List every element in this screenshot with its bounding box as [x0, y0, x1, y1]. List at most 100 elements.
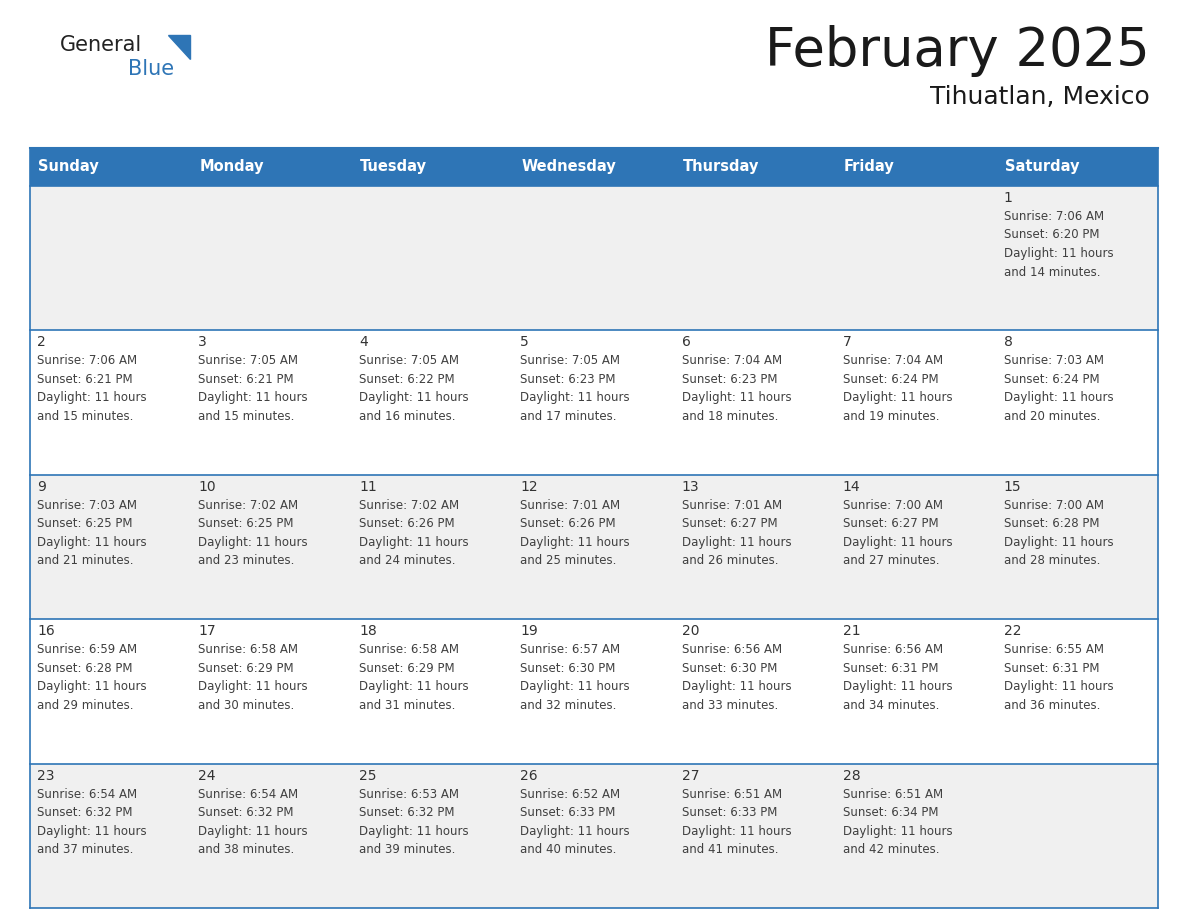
Text: and 16 minutes.: and 16 minutes.	[359, 410, 456, 423]
Text: Sunset: 6:32 PM: Sunset: 6:32 PM	[37, 806, 133, 819]
Text: 24: 24	[198, 768, 216, 783]
Text: and 27 minutes.: and 27 minutes.	[842, 554, 940, 567]
Bar	[191, 148, 353, 186]
Text: 7: 7	[842, 335, 852, 350]
Text: Sunset: 6:20 PM: Sunset: 6:20 PM	[1004, 229, 1099, 241]
Text: Sunrise: 7:01 AM: Sunrise: 7:01 AM	[682, 498, 782, 512]
Text: 2: 2	[37, 335, 46, 350]
Text: Sunset: 6:21 PM: Sunset: 6:21 PM	[198, 373, 293, 386]
Text: Sunrise: 6:54 AM: Sunrise: 6:54 AM	[37, 788, 137, 800]
Text: Sunrise: 6:57 AM: Sunrise: 6:57 AM	[520, 644, 620, 656]
Text: 15: 15	[1004, 480, 1022, 494]
Text: Daylight: 11 hours: Daylight: 11 hours	[682, 824, 791, 837]
Text: Daylight: 11 hours: Daylight: 11 hours	[359, 824, 469, 837]
Text: and 15 minutes.: and 15 minutes.	[37, 410, 133, 423]
Text: Daylight: 11 hours: Daylight: 11 hours	[842, 391, 953, 405]
Text: 23: 23	[37, 768, 55, 783]
Text: and 15 minutes.: and 15 minutes.	[198, 410, 295, 423]
Text: Daylight: 11 hours: Daylight: 11 hours	[1004, 391, 1113, 405]
Text: Sunset: 6:24 PM: Sunset: 6:24 PM	[842, 373, 939, 386]
Text: 11: 11	[359, 480, 377, 494]
Text: and 34 minutes.: and 34 minutes.	[842, 699, 939, 711]
Bar	[675, 148, 835, 186]
Text: Sunset: 6:25 PM: Sunset: 6:25 PM	[37, 518, 133, 531]
Text: Monday: Monday	[200, 160, 264, 174]
Text: Daylight: 11 hours: Daylight: 11 hours	[520, 680, 630, 693]
Text: Friday: Friday	[843, 160, 895, 174]
Text: Saturday: Saturday	[1005, 160, 1080, 174]
Text: Sunset: 6:25 PM: Sunset: 6:25 PM	[198, 518, 293, 531]
Text: Sunset: 6:30 PM: Sunset: 6:30 PM	[682, 662, 777, 675]
Text: 22: 22	[1004, 624, 1022, 638]
Text: Sunset: 6:29 PM: Sunset: 6:29 PM	[198, 662, 293, 675]
Text: Sunrise: 7:06 AM: Sunrise: 7:06 AM	[1004, 210, 1104, 223]
Text: Sunrise: 7:04 AM: Sunrise: 7:04 AM	[682, 354, 782, 367]
Text: Sunset: 6:27 PM: Sunset: 6:27 PM	[842, 518, 939, 531]
Bar	[30, 148, 191, 186]
Text: Daylight: 11 hours: Daylight: 11 hours	[682, 536, 791, 549]
Text: 26: 26	[520, 768, 538, 783]
Text: Daylight: 11 hours: Daylight: 11 hours	[682, 391, 791, 405]
Text: 14: 14	[842, 480, 860, 494]
Text: 6: 6	[682, 335, 690, 350]
Text: and 19 minutes.: and 19 minutes.	[842, 410, 940, 423]
Text: 4: 4	[359, 335, 368, 350]
Text: Daylight: 11 hours: Daylight: 11 hours	[198, 536, 308, 549]
Text: Sunset: 6:24 PM: Sunset: 6:24 PM	[1004, 373, 1099, 386]
Text: 12: 12	[520, 480, 538, 494]
Text: 13: 13	[682, 480, 700, 494]
Text: Thursday: Thursday	[683, 160, 759, 174]
Text: Sunrise: 6:51 AM: Sunrise: 6:51 AM	[682, 788, 782, 800]
Text: and 32 minutes.: and 32 minutes.	[520, 699, 617, 711]
Text: and 20 minutes.: and 20 minutes.	[1004, 410, 1100, 423]
Text: Sunset: 6:30 PM: Sunset: 6:30 PM	[520, 662, 615, 675]
Text: Sunrise: 7:04 AM: Sunrise: 7:04 AM	[842, 354, 943, 367]
Text: Daylight: 11 hours: Daylight: 11 hours	[842, 536, 953, 549]
Bar	[30, 764, 1158, 908]
Text: Sunrise: 7:02 AM: Sunrise: 7:02 AM	[198, 498, 298, 512]
Text: Sunrise: 6:52 AM: Sunrise: 6:52 AM	[520, 788, 620, 800]
Text: Sunset: 6:26 PM: Sunset: 6:26 PM	[520, 518, 617, 531]
Text: Sunset: 6:22 PM: Sunset: 6:22 PM	[359, 373, 455, 386]
Text: and 42 minutes.: and 42 minutes.	[842, 843, 940, 856]
Text: and 37 minutes.: and 37 minutes.	[37, 843, 133, 856]
Text: Sunset: 6:21 PM: Sunset: 6:21 PM	[37, 373, 133, 386]
Bar	[513, 148, 675, 186]
Text: Sunrise: 7:03 AM: Sunrise: 7:03 AM	[37, 498, 137, 512]
Text: Tuesday: Tuesday	[360, 160, 428, 174]
Text: 10: 10	[198, 480, 216, 494]
Text: and 40 minutes.: and 40 minutes.	[520, 843, 617, 856]
Text: and 31 minutes.: and 31 minutes.	[359, 699, 456, 711]
Text: 19: 19	[520, 624, 538, 638]
Text: Daylight: 11 hours: Daylight: 11 hours	[359, 536, 469, 549]
Text: Sunrise: 7:00 AM: Sunrise: 7:00 AM	[842, 498, 943, 512]
Text: Daylight: 11 hours: Daylight: 11 hours	[359, 680, 469, 693]
Text: Tihuatlan, Mexico: Tihuatlan, Mexico	[930, 85, 1150, 109]
Text: 9: 9	[37, 480, 46, 494]
Text: Sunrise: 6:58 AM: Sunrise: 6:58 AM	[359, 644, 460, 656]
Text: Daylight: 11 hours: Daylight: 11 hours	[842, 824, 953, 837]
Bar	[30, 475, 1158, 620]
Text: Sunset: 6:34 PM: Sunset: 6:34 PM	[842, 806, 939, 819]
Text: 1: 1	[1004, 191, 1012, 205]
Text: 27: 27	[682, 768, 699, 783]
Bar	[997, 148, 1158, 186]
Text: 5: 5	[520, 335, 529, 350]
Text: Daylight: 11 hours: Daylight: 11 hours	[682, 680, 791, 693]
Text: Daylight: 11 hours: Daylight: 11 hours	[37, 391, 146, 405]
Text: Daylight: 11 hours: Daylight: 11 hours	[198, 824, 308, 837]
Text: Sunset: 6:23 PM: Sunset: 6:23 PM	[520, 373, 615, 386]
Text: Daylight: 11 hours: Daylight: 11 hours	[37, 824, 146, 837]
Text: and 17 minutes.: and 17 minutes.	[520, 410, 617, 423]
Text: Sunrise: 6:55 AM: Sunrise: 6:55 AM	[1004, 644, 1104, 656]
Text: Sunset: 6:23 PM: Sunset: 6:23 PM	[682, 373, 777, 386]
Text: 18: 18	[359, 624, 377, 638]
Text: Daylight: 11 hours: Daylight: 11 hours	[520, 391, 630, 405]
Text: and 30 minutes.: and 30 minutes.	[198, 699, 295, 711]
Text: Sunrise: 6:53 AM: Sunrise: 6:53 AM	[359, 788, 460, 800]
Text: Sunset: 6:31 PM: Sunset: 6:31 PM	[1004, 662, 1099, 675]
Text: 17: 17	[198, 624, 216, 638]
Text: and 41 minutes.: and 41 minutes.	[682, 843, 778, 856]
Text: Sunset: 6:27 PM: Sunset: 6:27 PM	[682, 518, 777, 531]
Text: Sunset: 6:32 PM: Sunset: 6:32 PM	[198, 806, 293, 819]
